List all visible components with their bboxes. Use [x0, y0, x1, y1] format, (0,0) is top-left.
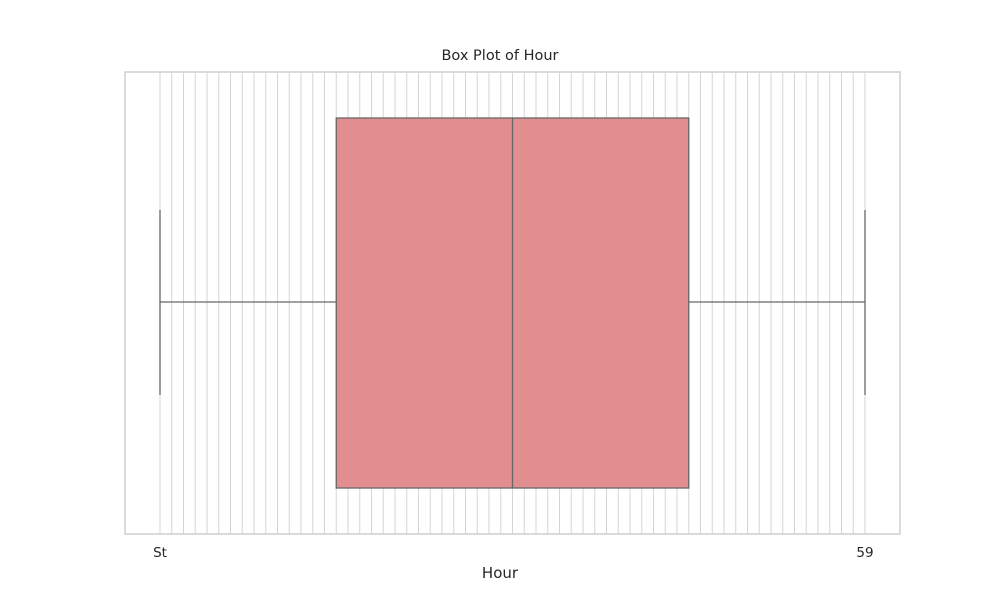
tick-label: 59: [856, 545, 873, 561]
tick-label: St: [153, 545, 167, 561]
x-axis-label: Hour: [481, 564, 519, 582]
chart-title: Box Plot of Hour: [441, 48, 559, 64]
